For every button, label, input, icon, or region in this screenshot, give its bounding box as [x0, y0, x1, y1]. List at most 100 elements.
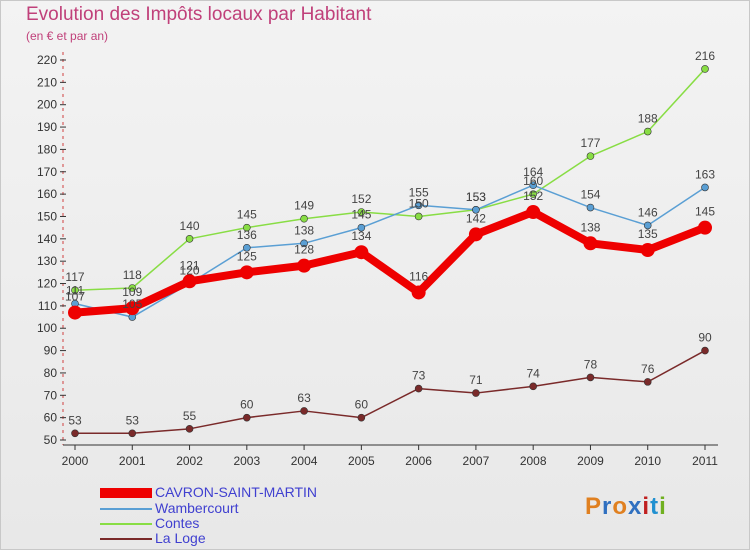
x-tick-label: 2003 [233, 454, 260, 468]
x-tick-label: 2011 [692, 454, 718, 468]
logo-letter: i [659, 493, 667, 520]
data-point [586, 203, 595, 212]
series-lines [71, 68, 709, 435]
data-label: 78 [584, 357, 598, 371]
data-labels: 53 53 55 60 63 60 73 71 74 78 76 90 117 118 140 145 149 1… [65, 49, 715, 427]
x-tick-label: 2001 [119, 454, 146, 468]
data-label: 55 [183, 409, 197, 423]
x-tick-label: 2007 [463, 454, 490, 468]
data-point [185, 425, 194, 433]
data-point [300, 407, 308, 415]
logo-letter: r [602, 493, 613, 520]
series-line [71, 208, 709, 317]
data-point [414, 384, 423, 393]
data-label: 120 [180, 264, 200, 278]
data-label: 60 [240, 398, 254, 412]
data-label: 107 [65, 290, 85, 304]
data-label: 53 [68, 413, 82, 427]
data-point [297, 258, 312, 273]
data-label: 109 [122, 285, 142, 299]
data-label: 149 [294, 199, 314, 213]
data-point [128, 429, 137, 438]
data-label: 216 [695, 49, 715, 63]
data-label: 155 [409, 185, 429, 199]
data-point [128, 284, 137, 292]
data-label: 145 [351, 208, 371, 222]
data-label: 128 [294, 243, 314, 257]
data-point [71, 286, 79, 295]
data-label: 134 [351, 229, 371, 243]
logo-letter: o [612, 493, 629, 520]
y-tick-label: 50 [44, 433, 58, 447]
data-label: 188 [638, 112, 658, 126]
data-point [354, 245, 369, 260]
data-label: 125 [237, 249, 257, 263]
x-tick-label: 2009 [577, 454, 604, 468]
data-point [243, 223, 251, 232]
data-point [640, 243, 655, 257]
data-point [182, 274, 197, 289]
series-line [74, 349, 706, 435]
data-point [583, 236, 598, 251]
x-tick-label: 2006 [405, 454, 432, 468]
data-label: 136 [237, 228, 257, 242]
data-point [526, 205, 541, 219]
data-label: 53 [126, 413, 140, 427]
x-tick-label: 2002 [176, 454, 203, 468]
data-point [414, 201, 423, 210]
data-label: 140 [180, 219, 200, 233]
proxiti-logo: Proxiti [585, 493, 667, 521]
data-label: 60 [355, 398, 369, 412]
logo-letter: i [642, 493, 651, 520]
y-tick-label: 220 [37, 53, 57, 67]
y-tick-label: 200 [37, 98, 57, 112]
data-label: 135 [638, 227, 658, 241]
data-point [472, 205, 480, 214]
data-point [357, 208, 366, 216]
data-point [643, 378, 652, 386]
data-label: 153 [466, 190, 486, 204]
data-point [643, 127, 652, 136]
data-label: 160 [523, 174, 543, 188]
data-label: 117 [65, 270, 84, 284]
data-point [472, 389, 480, 397]
chart-title: Evolution des Impôts locaux par Habitant [26, 4, 372, 25]
data-label: 154 [580, 188, 600, 202]
y-tick-label: 210 [37, 75, 57, 89]
data-label: 105 [122, 297, 142, 311]
data-point [529, 181, 537, 189]
data-label: 118 [123, 268, 142, 282]
y-tick-label: 100 [37, 321, 57, 335]
data-point [243, 413, 251, 422]
data-label: 121 [180, 258, 200, 272]
y-tick-label: 180 [37, 142, 57, 156]
data-point [698, 220, 712, 235]
data-label: 111 [66, 284, 85, 298]
data-label: 152 [523, 189, 543, 203]
data-label: 138 [580, 220, 600, 234]
data-point [185, 235, 194, 243]
data-label: 63 [297, 391, 311, 405]
x-tick-label: 2005 [348, 454, 375, 468]
logo-letter: t [650, 493, 660, 520]
data-point [357, 413, 366, 422]
data-point [529, 382, 537, 391]
y-tick-label: 170 [37, 165, 57, 179]
y-tick-label: 90 [44, 344, 58, 358]
data-point [411, 285, 426, 300]
axes: 50 60 70 80 90 100 110 120 130 140 150 160 170 180 190… [37, 52, 718, 468]
legend-swatch-contes [100, 523, 152, 525]
data-label: 145 [695, 205, 715, 219]
legend-label-cavron: CAVRON-SAINT-MARTIN [155, 484, 318, 500]
logo-letter: P [585, 493, 603, 520]
data-label: 163 [695, 167, 715, 181]
data-label: 164 [523, 165, 543, 179]
data-label: 90 [698, 331, 712, 345]
legend-swatch-la-loge [100, 538, 152, 540]
data-label: 146 [638, 205, 658, 219]
x-tick-label: 2008 [520, 454, 547, 468]
y-tick-label: 70 [44, 388, 58, 402]
legend-label-contes: Contes [155, 515, 200, 531]
